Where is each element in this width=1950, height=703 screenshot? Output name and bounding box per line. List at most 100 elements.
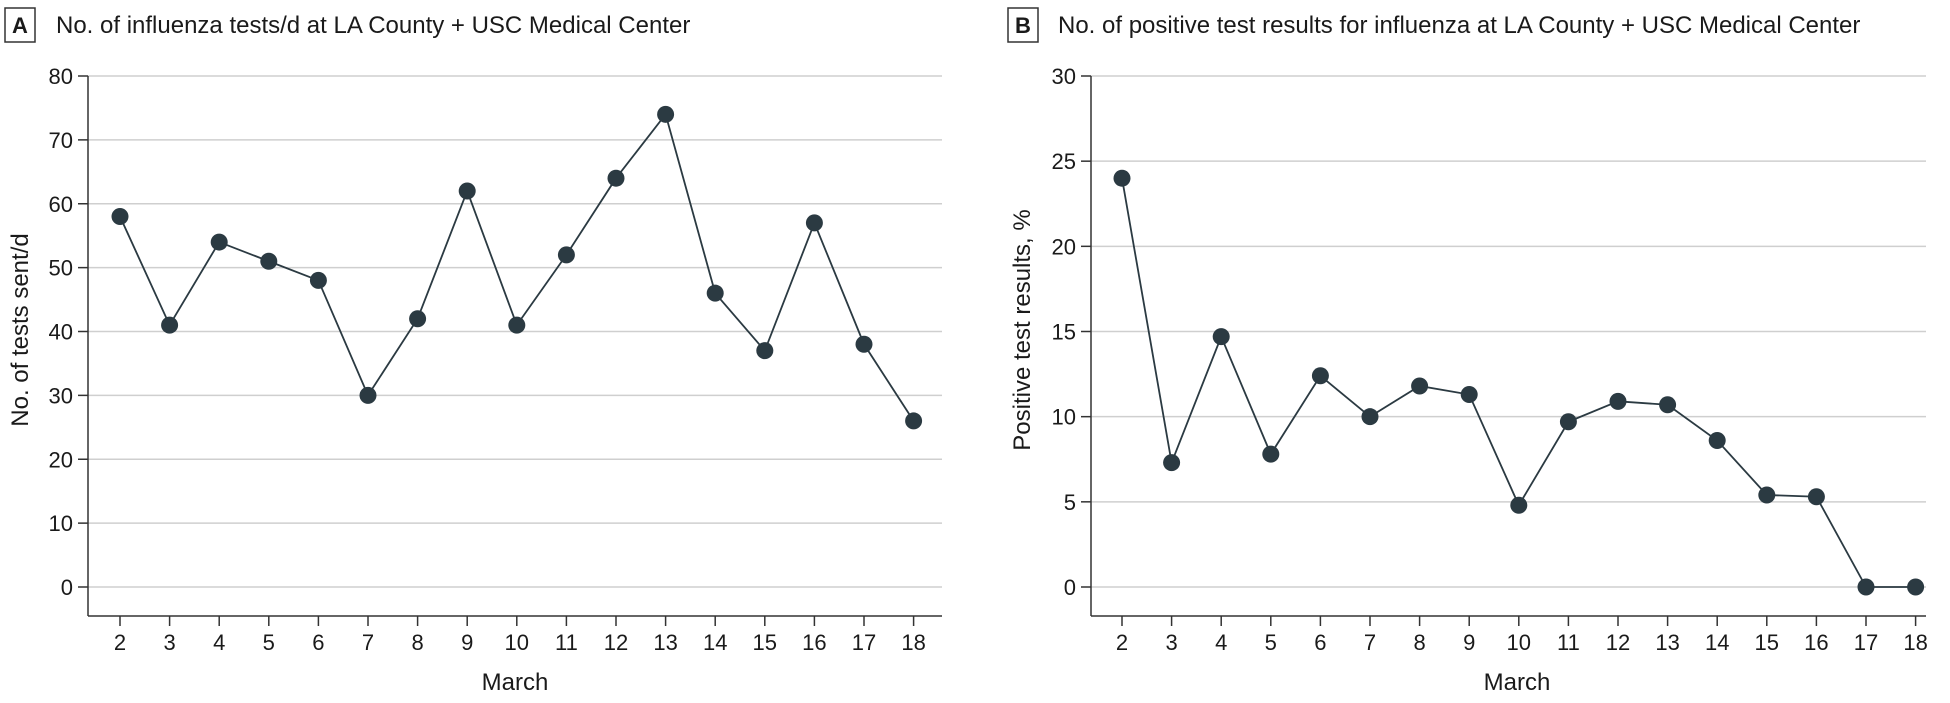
panel-b-data-point (1609, 392, 1627, 410)
panel-b-gridlines (1091, 75, 1926, 588)
panel-a-letter: A (12, 13, 28, 38)
panel-a-gridlines (88, 75, 942, 588)
panel-a-letter-box (4, 7, 36, 43)
panel-a-x-axis-title: March (482, 669, 549, 696)
panel-b-x-tick-label: 15 (1755, 630, 1779, 655)
panel-b-y-axis-title: Positive test results, % (1009, 209, 1036, 450)
panel-a-data-point (756, 342, 774, 360)
panel-b-y-tick-label: 10 (1052, 405, 1076, 430)
panel-b-x-tick-label: 5 (1265, 630, 1277, 655)
panel-a-y-tick-label: 20 (49, 447, 73, 472)
panel-a-data-point (657, 105, 675, 123)
panel-a-y-tick-label: 0 (61, 575, 73, 600)
panel-b-title: No. of positive test results for influen… (1058, 12, 1860, 39)
panel-b-data-point (1807, 488, 1825, 506)
panel-b-x-tick-label: 12 (1606, 630, 1630, 655)
panel-b-data-point (1510, 496, 1528, 514)
panel-a-x-tick-label: 6 (312, 630, 324, 655)
panel-a-x-tick-label: 12 (604, 630, 628, 655)
panel-a-axes (87, 76, 942, 617)
panel-a-data-point (607, 169, 625, 187)
panel-b-y-tick-label: 5 (1064, 490, 1076, 515)
panel-b-y-tick-label: 0 (1064, 575, 1076, 600)
panel-b-x-tick-label: 10 (1507, 630, 1531, 655)
panel-b-y-ticks: 0 5 10 15 20 25 30 (1052, 64, 1091, 600)
panel-a-y-tick-label: 40 (49, 320, 73, 345)
panel-b-data-point (1163, 454, 1181, 472)
panel-b-y-tick-label: 15 (1052, 320, 1076, 345)
panel-b-x-tick-label: 18 (1903, 630, 1927, 655)
panel-a-plot: 0 10 20 30 40 50 60 70 80 2 3 4 5 6 7 8 9 10 11 12 13 14 15 16… (7, 64, 942, 696)
panel-a-data-point (359, 386, 377, 404)
panel-b-x-tick-label: 16 (1804, 630, 1828, 655)
panel-b-y-tick-label: 20 (1052, 234, 1076, 259)
panel-a-x-tick-label: 14 (703, 630, 727, 655)
panel-b-y-tick-label: 30 (1052, 64, 1076, 89)
panel-a-x-tick-label: 9 (461, 630, 473, 655)
panel-a-x-tick-label: 8 (411, 630, 423, 655)
panel-a-y-axis-title: No. of tests sent/d (7, 233, 34, 426)
panel-b-x-tick-label: 17 (1854, 630, 1878, 655)
panel-a-data-point (458, 182, 476, 200)
panel-b-x-tick-label: 8 (1413, 630, 1425, 655)
panel-a-data-point (260, 252, 278, 270)
panel-a-x-tick-label: 15 (753, 630, 777, 655)
panel-a-y-tick-label: 50 (49, 256, 73, 281)
panel-a-x-tick-label: 3 (163, 630, 175, 655)
panel-b-series-line (1121, 178, 1916, 588)
panel-a-y-ticks: 0 10 20 30 40 50 60 70 80 (49, 64, 88, 600)
panel-b-header: B No. of positive test results for influ… (1007, 7, 1860, 43)
panel-b-x-ticks: 2 3 4 5 6 7 8 9 10 11 12 13 14 15 16 17 18 (1116, 616, 1928, 655)
panel-a-data-point (905, 412, 923, 430)
panel-a-x-tick-label: 17 (852, 630, 876, 655)
panel-b-x-axis-title: March (1484, 669, 1551, 696)
panel-a-x-tick-label: 18 (901, 630, 925, 655)
panel-a-data-point (805, 214, 823, 232)
panel-a-y-tick-label: 60 (49, 192, 73, 217)
panel-a-data-point (706, 284, 724, 302)
panel-b-x-tick-label: 13 (1655, 630, 1679, 655)
panel-b-data-point (1857, 578, 1875, 596)
panel-b-data-point (1262, 445, 1280, 463)
panel-b-letter-box (1007, 7, 1039, 43)
panel-a-x-tick-label: 11 (555, 630, 578, 655)
panel-a-y-tick-label: 10 (49, 511, 73, 536)
panel-b-data-point (1708, 432, 1726, 450)
panel-b-data-point (1113, 169, 1131, 187)
panel-a-x-tick-label: 13 (653, 630, 677, 655)
panel-b-data-point (1659, 396, 1677, 414)
panel-a-header: A No. of influenza tests/d at LA County … (4, 7, 690, 43)
panel-a-x-tick-label: 4 (213, 630, 225, 655)
panel-a-x-tick-label: 2 (114, 630, 126, 655)
panel-a-data-point (409, 310, 427, 328)
panel-b-x-tick-label: 9 (1463, 630, 1475, 655)
panel-b-axes (1090, 76, 1926, 617)
panel-b-data-point (1311, 367, 1329, 385)
panel-a-data-point (161, 316, 179, 334)
panel-b-x-tick-label: 6 (1314, 630, 1326, 655)
panel-a-y-tick-label: 70 (49, 128, 73, 153)
panel-b-x-tick-label: 4 (1215, 630, 1227, 655)
panel-b-series (1113, 169, 1925, 596)
panel-b-y-tick-label: 25 (1052, 149, 1076, 174)
panel-a-y-tick-label: 30 (49, 383, 73, 408)
panel-b-data-point (1460, 386, 1478, 404)
panel-b-data-point (1758, 486, 1776, 504)
panel-a-data-point (508, 316, 526, 334)
panel-b-data-point (1411, 377, 1429, 395)
panel-a-data-point (210, 233, 228, 251)
panel-b-data-point (1907, 578, 1925, 596)
panel-a-y-tick-label: 80 (49, 64, 73, 89)
panel-a-data-point (557, 246, 575, 264)
panel-a-x-tick-label: 5 (263, 630, 275, 655)
panel-a-data-point (111, 208, 129, 226)
panel-a-title: No. of influenza tests/d at LA County + … (56, 12, 690, 39)
panel-b-data-point (1212, 328, 1230, 346)
panel-a-x-tick-label: 7 (362, 630, 374, 655)
panel-b-x-tick-label: 3 (1165, 630, 1177, 655)
panel-a-x-tick-label: 16 (802, 630, 826, 655)
panel-a-x-tick-label: 10 (505, 630, 529, 655)
panel-b-x-tick-label: 11 (1557, 630, 1580, 655)
